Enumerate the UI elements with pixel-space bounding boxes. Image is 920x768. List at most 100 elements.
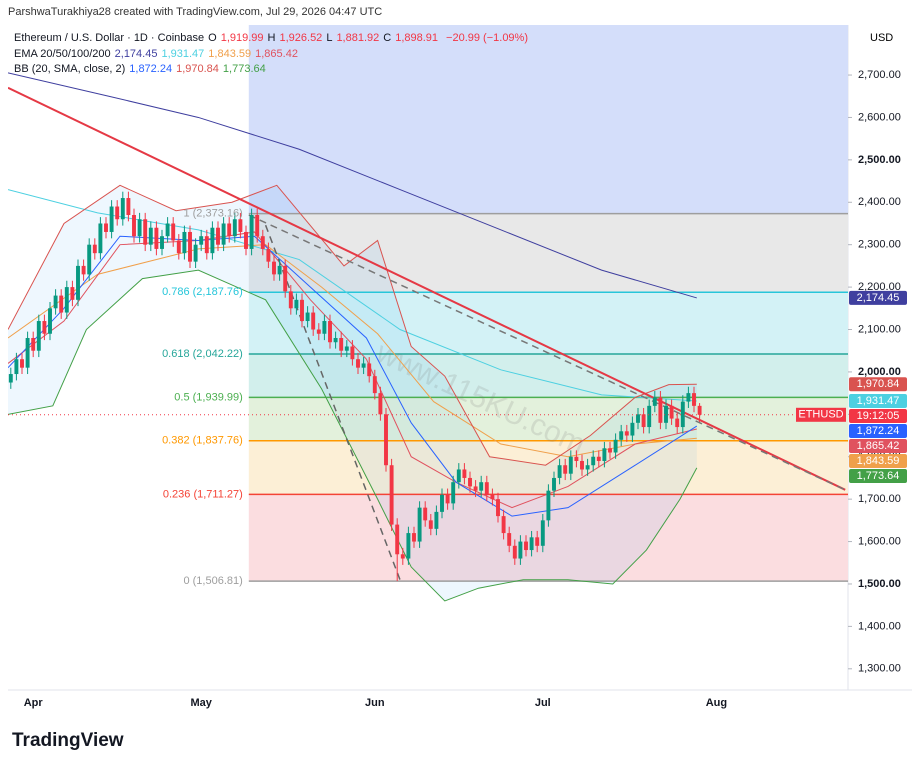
candle-body: [294, 299, 299, 309]
price-tag: [849, 453, 907, 468]
symbol-tag-label: ETHUSD: [798, 409, 843, 421]
ohlc: O 1,919.99 H 1,926.52 L 1,881.92 C 1,898.91: [208, 32, 442, 44]
candle-body: [92, 244, 97, 254]
candle-body: [182, 231, 187, 254]
candle-body: [104, 223, 108, 232]
price-tag: [849, 290, 907, 305]
candle-body: [417, 507, 422, 542]
candle-body: [372, 376, 377, 394]
legend-value: 1,773.64: [222, 63, 266, 75]
candle-body: [658, 397, 663, 423]
candle-body: [288, 291, 293, 309]
candle-body: [277, 265, 282, 275]
candle-body: [171, 223, 176, 241]
candle-body: [613, 439, 618, 453]
candle-body: [165, 223, 170, 237]
price-tag: [849, 423, 907, 438]
candle-body: [652, 397, 657, 406]
candle-body: [529, 537, 534, 551]
currency: USD: [870, 32, 893, 44]
candle-body: [148, 227, 153, 245]
candle-body: [451, 482, 456, 504]
candle-body: [636, 414, 640, 423]
price-tag-label: 1,865.42: [857, 440, 900, 452]
candle-body: [25, 337, 30, 368]
candle-body: [624, 431, 629, 436]
candle-body: [109, 206, 114, 232]
candle-body: [300, 299, 304, 322]
x-tick-label: Aug: [706, 697, 727, 709]
y-tick-label: 1,600.00: [858, 535, 901, 547]
price-tag: [849, 438, 907, 453]
candle-body: [552, 477, 556, 491]
candle-body: [328, 321, 332, 343]
symbol: Ethereum / U.S. Dollar · 1D · Coinbase: [14, 32, 205, 44]
candle-body: [36, 321, 41, 351]
candle-body: [630, 422, 635, 436]
candle-body: [675, 418, 680, 428]
candle-body: [311, 312, 316, 330]
candle-body: [697, 405, 702, 415]
candle-body: [647, 405, 652, 428]
axes: 1 (2,373.16) 0.786 (2,187.76) 0.618 (2,042…: [24, 69, 907, 709]
candle-body: [686, 393, 691, 402]
price-tag-label: 1,970.84: [857, 378, 900, 390]
fib-label: 0.236 (1,711.27): [163, 488, 243, 500]
legend-ema: EMA 20/50/100/200 2,174.45 1,931.47 1,843.5…: [14, 48, 302, 60]
candle-body: [496, 499, 500, 517]
indicator-line: [8, 269, 698, 602]
ohlc-value: 1,898.91: [395, 32, 439, 44]
candle-body: [339, 337, 344, 351]
fib-zone: [248, 292, 848, 355]
price-tag: [849, 468, 907, 483]
candle-body: [244, 231, 248, 249]
candle-body: [507, 533, 512, 546]
highlight-zone: [248, 25, 848, 214]
candle-body: [120, 198, 125, 220]
candle-body: [81, 265, 86, 275]
candle-body: [468, 477, 472, 487]
candle-body: [154, 227, 159, 249]
ohlc-key: L: [326, 32, 333, 44]
candle-body: [210, 227, 215, 254]
candle-body: [76, 265, 80, 300]
indicator-line: [8, 244, 697, 458]
legend-value: 1,865.42: [255, 48, 298, 60]
candle-body: [378, 393, 383, 415]
candle-body: [64, 287, 69, 313]
bb-title: BB (20, SMA, close, 2): [14, 63, 126, 75]
legend-symbol: Ethereum / U.S. Dollar · 1D · Coinbase O 1…: [14, 32, 532, 44]
trendline: [8, 86, 846, 491]
x-tick-label: Apr: [24, 697, 44, 709]
price-tag-label: 1,872.24: [857, 425, 900, 437]
candle-body: [232, 219, 237, 237]
candle-body: [434, 511, 439, 529]
candle-body: [350, 346, 355, 360]
candle-body: [260, 236, 265, 249]
credit: ParshwaTurakhiya28 created with TradingV…: [8, 6, 383, 18]
fib-label: 0 (1,506.81): [183, 575, 242, 587]
legend-value: 1,931.47: [161, 48, 205, 60]
candle-body: [389, 465, 394, 525]
candle-body: [563, 465, 568, 474]
candle-body: [456, 469, 461, 483]
indicator-line: [8, 72, 697, 299]
candle-body: [361, 363, 366, 368]
y-tick-label: 1,500.00: [858, 578, 901, 590]
plot: www.115KU.com: [8, 25, 848, 602]
candle-body: [255, 215, 260, 237]
candle-body: [479, 482, 484, 491]
candle-body: [221, 223, 226, 245]
candle-body: [473, 486, 478, 491]
price-tag-label: 1,931.47: [857, 395, 900, 407]
y-tick-label: 2,700.00: [858, 69, 901, 81]
indicator-line: [8, 231, 697, 509]
x-tick-label: Jul: [535, 697, 551, 709]
fib-label: 0.786 (2,187.76): [162, 286, 243, 298]
legend-value: 1,872.24: [129, 63, 173, 75]
candle-body: [356, 359, 360, 368]
ohlc-value: 1,926.52: [279, 32, 323, 44]
candle-body: [115, 206, 120, 220]
